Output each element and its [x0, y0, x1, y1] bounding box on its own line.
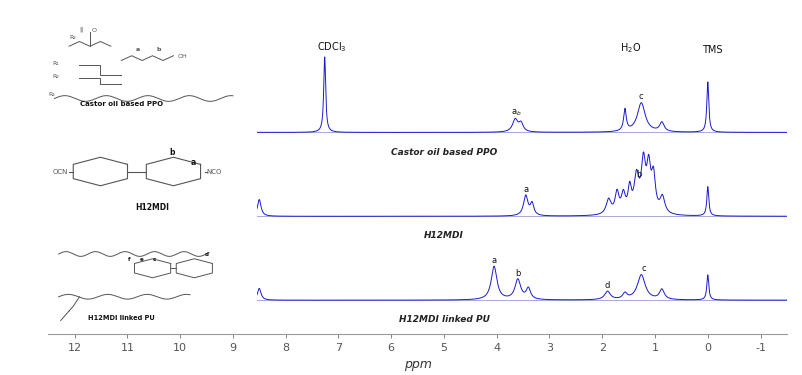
Text: a: a — [136, 47, 140, 52]
Text: CDCl$_3$: CDCl$_3$ — [316, 40, 346, 54]
Text: a: a — [190, 158, 195, 167]
Text: a: a — [491, 256, 496, 265]
Text: f: f — [128, 256, 130, 262]
Text: OCN: OCN — [52, 170, 67, 176]
Text: TMS: TMS — [702, 45, 722, 55]
Text: R₂: R₂ — [52, 74, 59, 79]
Text: b: b — [636, 170, 641, 179]
Text: ||: || — [79, 26, 83, 32]
Text: R₁: R₁ — [52, 61, 59, 66]
Text: O: O — [92, 28, 97, 33]
Text: R₂: R₂ — [69, 34, 75, 40]
Text: c: c — [638, 92, 643, 101]
Text: b: b — [169, 148, 175, 158]
Text: Castor oil based PPO: Castor oil based PPO — [79, 101, 163, 107]
Text: e: e — [140, 256, 144, 262]
Text: H12MDI linked PU: H12MDI linked PU — [87, 315, 155, 321]
Text: c: c — [641, 264, 645, 273]
Text: H12MDI: H12MDI — [136, 202, 169, 211]
Text: c: c — [152, 256, 156, 262]
Text: b: b — [156, 47, 161, 52]
Text: a: a — [523, 185, 528, 194]
X-axis label: ppm: ppm — [403, 358, 431, 371]
Text: a$_b$: a$_b$ — [511, 107, 521, 118]
Text: d: d — [604, 281, 610, 290]
Text: Castor oil based PPO: Castor oil based PPO — [391, 147, 496, 156]
Text: b: b — [515, 269, 520, 278]
Text: H12MDI: H12MDI — [423, 231, 464, 240]
Text: d: d — [205, 252, 209, 257]
Text: OH: OH — [177, 54, 187, 58]
Text: R₄: R₄ — [48, 92, 55, 97]
Text: H$_2$O: H$_2$O — [619, 42, 641, 55]
Text: H12MDI linked PU: H12MDI linked PU — [398, 315, 488, 324]
Text: NCO: NCO — [207, 170, 222, 176]
